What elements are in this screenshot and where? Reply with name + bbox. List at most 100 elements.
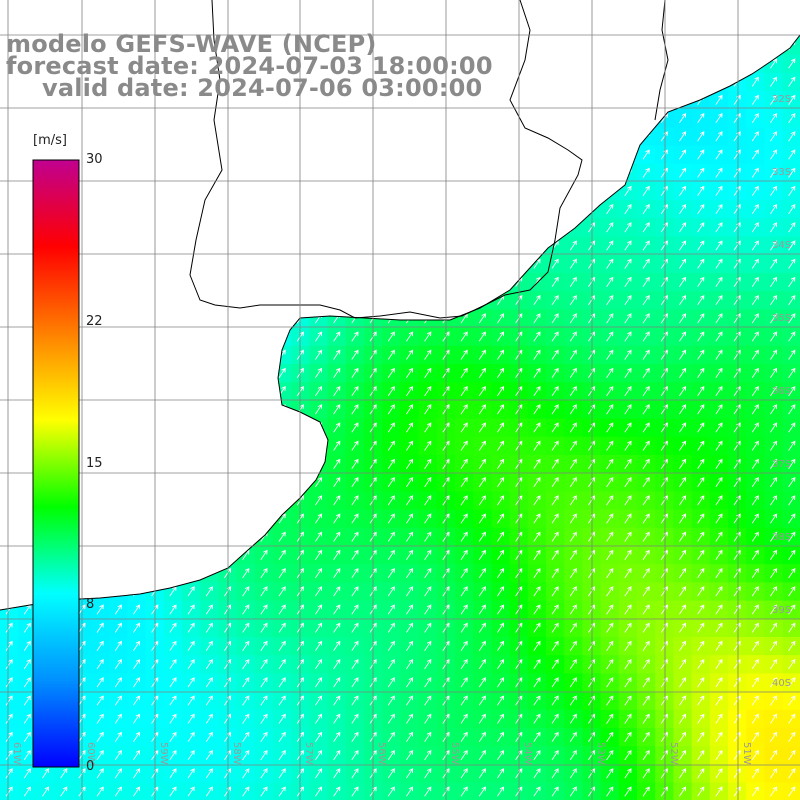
wind-arrow xyxy=(315,331,323,342)
wind-arrow xyxy=(23,768,31,779)
wind-arrow xyxy=(715,531,723,542)
wind-arrow xyxy=(533,440,541,451)
wind-arrow xyxy=(315,404,323,415)
wind-arrow xyxy=(533,385,541,397)
wind-arrow xyxy=(569,768,577,779)
wind-arrow xyxy=(406,513,414,524)
wind-arrow xyxy=(478,458,486,469)
wind-arrow xyxy=(551,258,559,269)
wind-arrow xyxy=(788,294,796,306)
wind-arrow xyxy=(333,768,341,779)
longitude-label: 59W xyxy=(158,742,169,765)
wind-arrow xyxy=(497,549,505,560)
wind-arrow xyxy=(351,768,359,779)
wind-arrow xyxy=(788,495,796,506)
wind-arrow xyxy=(551,495,559,506)
colorbar-tick-label: 30 xyxy=(86,152,103,167)
wind-arrow xyxy=(533,294,541,306)
wind-arrow xyxy=(187,786,195,797)
wind-arrow xyxy=(751,495,759,506)
wind-arrow xyxy=(642,695,650,706)
wind-arrow xyxy=(642,313,650,324)
wind-arrow xyxy=(242,695,250,706)
wind-arrow xyxy=(624,404,632,415)
wind-arrow xyxy=(551,349,559,360)
wind-arrow xyxy=(551,604,559,615)
wind-arrow xyxy=(333,713,341,724)
wind-arrow xyxy=(569,586,577,597)
wind-arrow xyxy=(387,349,395,360)
wind-arrow xyxy=(679,731,687,742)
wind-arrow xyxy=(715,749,723,761)
wind-arrow xyxy=(770,94,778,105)
wind-arrow xyxy=(406,331,414,342)
wind-arrow xyxy=(606,331,614,342)
wind-arrow xyxy=(260,731,268,742)
wind-arrow xyxy=(187,713,195,724)
wind-arrow xyxy=(715,495,723,506)
wind-arrow xyxy=(715,768,723,779)
wind-arrow xyxy=(533,731,541,742)
wind-arrow xyxy=(624,440,632,451)
wind-arrow xyxy=(424,331,432,342)
wind-arrow xyxy=(406,622,414,633)
wind-arrow xyxy=(751,258,759,269)
longitude-label: 52W xyxy=(668,742,679,765)
wind-arrow xyxy=(697,677,705,688)
wind-arrow xyxy=(624,713,632,724)
wind-arrow xyxy=(406,385,414,397)
wind-arrow xyxy=(351,713,359,724)
wind-arrow xyxy=(424,640,432,651)
wind-arrow xyxy=(679,695,687,706)
wind-arrow xyxy=(133,604,141,615)
wind-arrow xyxy=(715,367,723,378)
wind-arrow xyxy=(624,476,632,488)
wind-arrow xyxy=(751,94,759,105)
wind-arrow xyxy=(770,294,778,306)
wind-arrow xyxy=(642,658,650,670)
wind-arrow xyxy=(697,640,705,651)
wind-arrow xyxy=(551,458,559,469)
wind-arrow xyxy=(751,422,759,433)
wind-arrow xyxy=(333,604,341,615)
wind-arrow xyxy=(642,385,650,397)
colorbar-tick-label: 15 xyxy=(86,455,103,471)
wind-arrow xyxy=(333,422,341,433)
wind-arrow xyxy=(478,331,486,342)
wind-arrow xyxy=(697,440,705,451)
title-model: modelo GEFS-WAVE (NCEP) xyxy=(6,30,377,58)
wind-arrow xyxy=(770,76,778,87)
wind-arrow xyxy=(497,658,505,670)
wind-arrow xyxy=(751,731,759,742)
land-mask xyxy=(0,0,800,611)
wind-arrow xyxy=(5,622,13,633)
wind-arrow xyxy=(478,731,486,742)
wind-arrow xyxy=(715,276,723,287)
wind-arrow xyxy=(406,458,414,469)
wind-arrow xyxy=(624,294,632,306)
wind-arrow xyxy=(387,567,395,579)
wind-arrow xyxy=(114,604,122,615)
wind-arrow xyxy=(770,203,778,215)
wind-arrow xyxy=(624,640,632,651)
wind-arrow xyxy=(351,640,359,651)
wind-arrow xyxy=(715,586,723,597)
wind-arrow xyxy=(424,586,432,597)
wind-arrow xyxy=(114,768,122,779)
wind-arrow xyxy=(315,367,323,378)
wind-arrow xyxy=(406,677,414,688)
wind-arrow xyxy=(715,440,723,451)
wind-arrow xyxy=(315,385,323,397)
wind-arrow xyxy=(569,240,577,251)
wind-arrow xyxy=(679,276,687,287)
wind-arrow xyxy=(333,658,341,670)
wind-arrow xyxy=(133,768,141,779)
wind-arrow xyxy=(569,658,577,670)
coastline xyxy=(0,34,800,611)
wind-arrow xyxy=(187,749,195,761)
wind-arrow xyxy=(96,786,104,797)
wind-arrow xyxy=(551,513,559,524)
wind-arrow xyxy=(715,203,723,215)
wind-arrow xyxy=(679,713,687,724)
wind-arrow xyxy=(278,531,286,542)
